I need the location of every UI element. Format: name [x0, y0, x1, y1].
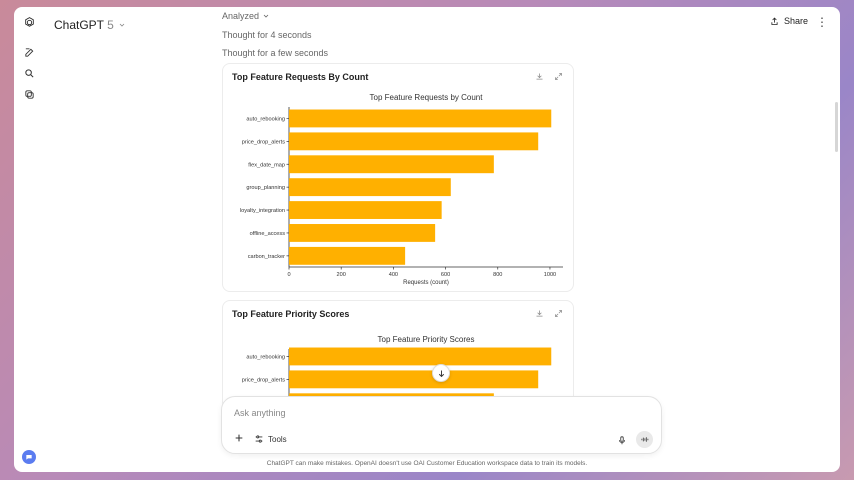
model-selector[interactable]: ChatGPT 5 [54, 15, 126, 35]
y-tick-label: group_planning [246, 185, 285, 191]
share-icon [771, 17, 778, 25]
x-tick-label: 200 [337, 272, 346, 278]
y-tick-label: offline_access [250, 231, 286, 237]
voice-mode-button[interactable] [636, 431, 653, 448]
arrow-down-icon [438, 370, 444, 377]
app-window: ChatGPT 5 Share ⋮ Analyzed Thought for 4… [14, 7, 840, 472]
scrollbar[interactable] [835, 102, 838, 152]
card-title: Top Feature Priority Scores [232, 309, 350, 319]
chevron-down-icon [118, 16, 126, 34]
chevron-down-icon [263, 14, 269, 18]
model-title: ChatGPT 5 [54, 18, 114, 32]
tools-button[interactable]: Tools [254, 434, 287, 444]
microphone-button[interactable] [617, 433, 627, 451]
composer: Tools [221, 396, 662, 454]
x-tick-label: 0 [287, 272, 290, 278]
bar [289, 178, 451, 197]
card-title: Top Feature Requests By Count [232, 72, 369, 82]
y-tick-label: price_drop_alerts [242, 377, 285, 383]
y-tick-label: loyalty_integration [240, 208, 285, 214]
plus-icon [235, 434, 243, 442]
bar [289, 132, 539, 151]
bar [289, 201, 442, 219]
analyzed-label: Analyzed [222, 11, 260, 21]
disclaimer: ChatGPT can make mistakes. OpenAI doesn'… [266, 460, 588, 467]
bar [289, 347, 552, 366]
profile-avatar[interactable] [22, 450, 36, 464]
sidebar-rail [14, 7, 44, 472]
x-tick-label: 800 [493, 272, 502, 278]
analyzed-toggle[interactable]: Analyzed [222, 11, 270, 21]
x-tick-label: 400 [389, 272, 398, 278]
download-icon[interactable] [535, 309, 544, 320]
chart-requests: Top Feature Requests by Count auto_rebook… [240, 93, 563, 286]
tools-label: Tools [268, 434, 287, 444]
more-options-icon[interactable]: ⋮ [816, 15, 828, 29]
y-tick-label: flex_date_map [248, 162, 285, 168]
expand-icon[interactable] [554, 309, 563, 320]
expand-icon[interactable] [554, 72, 563, 83]
x-axis-label: Requests (count) [403, 280, 449, 286]
chart-card-priority: Top Feature Priority Scores Top Feature … [222, 300, 574, 411]
prompt-input[interactable] [234, 405, 614, 421]
y-tick-label: auto_rebooking [246, 354, 285, 360]
openai-logo-icon[interactable] [22, 15, 36, 29]
chart-title: Top Feature Priority Scores [378, 335, 475, 344]
download-icon[interactable] [535, 72, 544, 83]
scroll-to-bottom-button[interactable] [432, 364, 450, 382]
chart-title: Top Feature Requests by Count [370, 93, 484, 102]
search-icon[interactable] [22, 66, 36, 80]
bar [289, 370, 539, 389]
y-tick-label: auto_rebooking [246, 116, 285, 122]
share-label: Share [783, 16, 808, 26]
share-button[interactable]: Share [770, 16, 808, 26]
bar [289, 109, 552, 128]
x-tick-label: 1000 [544, 272, 556, 278]
thought-status[interactable]: Thought for 4 seconds [222, 30, 312, 40]
y-tick-label: price_drop_alerts [242, 139, 285, 145]
waveform-icon [641, 437, 649, 442]
y-tick-label: carbon_tracker [248, 254, 285, 260]
x-tick-label: 600 [441, 272, 450, 278]
microphone-icon [619, 436, 625, 445]
bar [289, 155, 494, 174]
bar [289, 224, 436, 242]
add-attachment-button[interactable] [234, 432, 244, 446]
new-chat-icon[interactable] [22, 45, 36, 59]
thought-status[interactable]: Thought for a few seconds [222, 48, 329, 58]
chart-card-requests: Top Feature Requests By Count Top Featur… [222, 63, 574, 292]
library-icon[interactable] [22, 87, 36, 101]
chart-priority: Top Feature Priority Scores auto_rebookin… [242, 335, 552, 411]
sliders-icon [255, 435, 263, 443]
bar [289, 246, 406, 265]
